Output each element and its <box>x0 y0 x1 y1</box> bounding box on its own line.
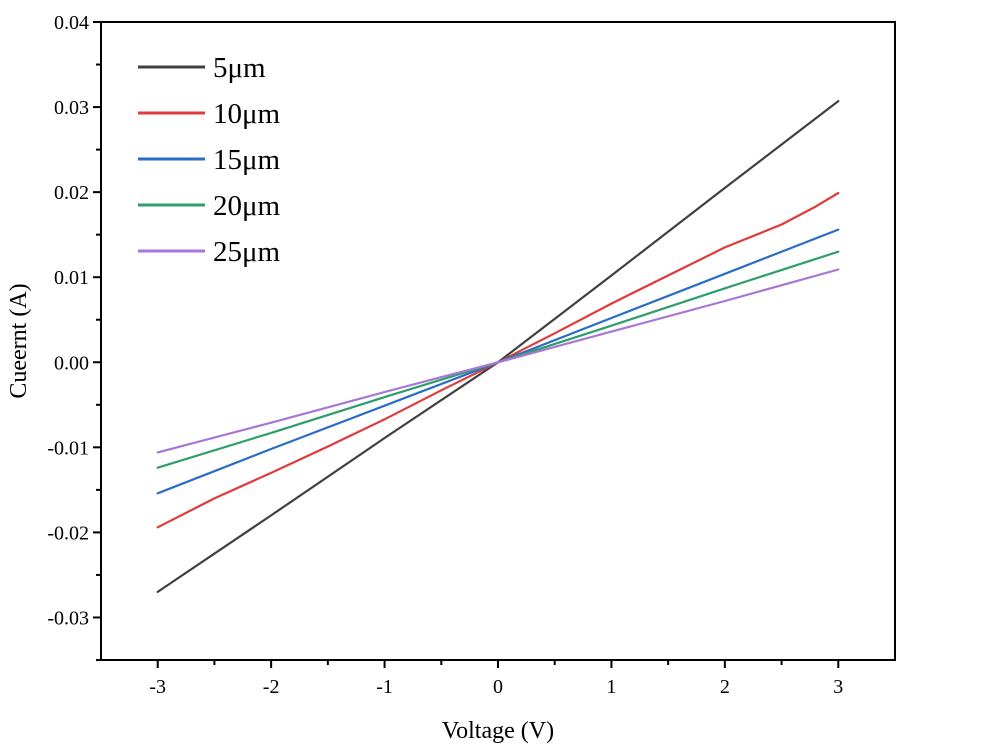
x-tick-label: 0 <box>493 676 503 698</box>
y-tick-label: 0.02 <box>54 182 89 204</box>
y-axis: -0.03 -0.02 -0.01 0.00 0.01 0.02 0.03 0.04 <box>47 12 101 661</box>
y-axis-title: Cueernt (A) <box>6 283 32 398</box>
series-line-1 <box>156 191 840 529</box>
x-tick-label: 1 <box>606 676 616 698</box>
x-tick-label: -1 <box>376 676 393 698</box>
x-axis: -3 -2 -1 0 1 2 3 <box>149 660 843 698</box>
legend-label: 5μm <box>213 52 266 84</box>
legend: 5μm 10μm 15μm 20μm 25μm <box>138 52 281 268</box>
y-tick-label: 0.03 <box>54 97 89 119</box>
x-tick-label: 2 <box>720 676 730 698</box>
y-tick-label: -0.02 <box>47 522 89 544</box>
y-tick-label: -0.01 <box>47 437 89 459</box>
series-line-3 <box>156 250 840 469</box>
y-tick-label: -0.03 <box>47 607 89 629</box>
y-tick-label: 0.04 <box>54 12 89 34</box>
x-tick-label: -2 <box>263 676 280 698</box>
x-tick-label: -3 <box>149 676 166 698</box>
y-tick-label: 0.01 <box>54 267 89 289</box>
x-axis-title: Voltage (V) <box>442 718 554 744</box>
legend-label: 25μm <box>213 236 281 268</box>
legend-label: 20μm <box>213 190 281 222</box>
series-layer <box>156 99 840 594</box>
series-line-4 <box>156 268 840 454</box>
legend-label: 15μm <box>213 144 281 176</box>
legend-label: 10μm <box>213 98 281 130</box>
y-tick-label: 0.00 <box>54 352 89 374</box>
x-tick-label: 3 <box>833 676 843 698</box>
